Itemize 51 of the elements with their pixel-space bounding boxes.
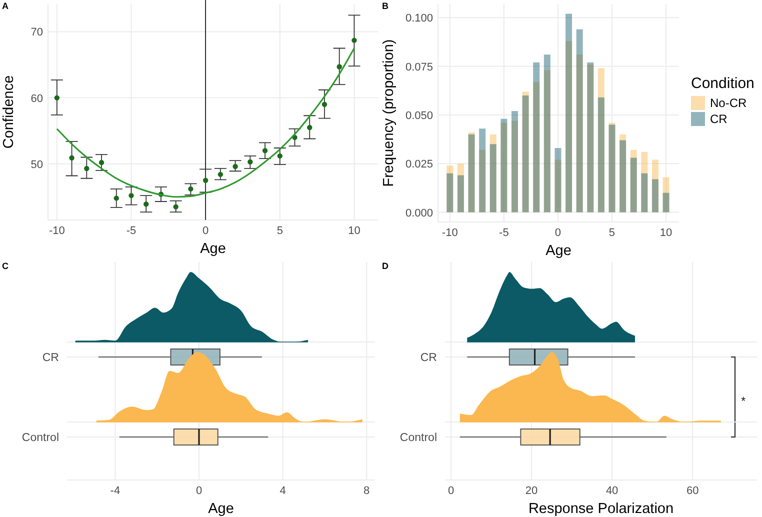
y-tick-label: 70 (30, 26, 43, 39)
x-tick-label: 20 (525, 485, 538, 497)
x-axis-title: Response Polarization (528, 501, 674, 517)
x-tick-label: 0 (554, 227, 562, 239)
y-axis-title: Confidence (1, 75, 17, 149)
chart-title: A (2, 1, 9, 11)
bar (641, 173, 648, 212)
y-tick-label: 0.050 (405, 110, 433, 122)
x-tick-label: 5 (276, 225, 283, 237)
x-tick-label: 4 (280, 485, 286, 497)
annotation: * (741, 394, 746, 408)
bar (662, 192, 670, 212)
y-tick-label: CR (420, 352, 437, 364)
x-tick-label: 10 (660, 227, 672, 239)
bar (554, 148, 562, 212)
chart-title: C (2, 261, 9, 271)
y-tick-label: 0.100 (405, 12, 433, 25)
y-tick-label: 60 (30, 92, 43, 105)
x-tick-label: 5 (608, 227, 616, 239)
x-tick-label: -5 (126, 225, 136, 237)
chart-title: B (382, 1, 389, 11)
x-tick-label: 0 (196, 485, 202, 497)
bar (652, 179, 658, 212)
bar (479, 128, 486, 212)
chart-title: D (382, 261, 389, 271)
y-tick-label: Control (400, 432, 437, 444)
y-axis-title: Frequency (proportion) (381, 39, 397, 187)
x-axis-title: Age (208, 501, 234, 517)
bar (457, 175, 464, 212)
x-tick-label: 0 (202, 225, 209, 237)
legend-title: Condition (691, 75, 754, 92)
x-tick-label: -4 (110, 485, 120, 497)
bar (598, 97, 604, 212)
y-tick-label: 0.075 (405, 61, 433, 74)
y-tick-label: 0.000 (405, 207, 433, 220)
x-tick-label: 60 (686, 485, 699, 497)
x-tick-label: -10 (442, 227, 458, 239)
y-tick-label: 50 (30, 158, 43, 171)
x-tick-label: -10 (48, 225, 65, 237)
x-axis-title: Age (200, 241, 226, 257)
x-tick-label: 10 (348, 225, 360, 237)
legend-label: No-CR (710, 96, 747, 110)
x-tick-label: 8 (364, 485, 370, 497)
bar (446, 173, 454, 212)
y-tick-label: 0.025 (405, 158, 433, 171)
x-tick-label: -5 (499, 227, 509, 239)
x-axis-title: Age (546, 243, 572, 259)
x-tick-label: 40 (606, 485, 618, 497)
x-tick-label: 0 (448, 485, 454, 497)
legend-label: CR (710, 112, 728, 126)
y-tick-label: Control (22, 432, 59, 444)
